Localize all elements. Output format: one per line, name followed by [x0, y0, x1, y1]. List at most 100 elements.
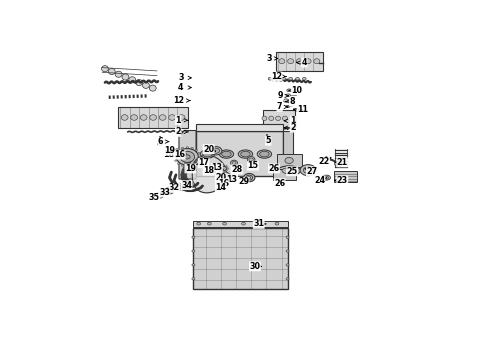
FancyBboxPatch shape [118, 107, 189, 128]
Text: 34: 34 [181, 181, 192, 190]
Text: 26: 26 [274, 179, 285, 188]
Text: 9: 9 [278, 91, 284, 100]
Ellipse shape [220, 172, 230, 179]
Ellipse shape [169, 115, 175, 120]
Text: 1: 1 [290, 116, 295, 125]
Ellipse shape [219, 150, 234, 158]
Ellipse shape [260, 151, 269, 157]
Ellipse shape [223, 174, 227, 177]
Text: 25: 25 [287, 167, 298, 176]
FancyBboxPatch shape [218, 182, 224, 187]
Ellipse shape [175, 150, 178, 152]
FancyBboxPatch shape [194, 228, 288, 288]
Ellipse shape [324, 176, 329, 179]
Ellipse shape [335, 161, 343, 167]
Ellipse shape [322, 175, 330, 180]
Text: 12: 12 [271, 72, 282, 81]
Ellipse shape [262, 116, 267, 121]
Text: 11: 11 [297, 105, 308, 114]
Ellipse shape [294, 108, 296, 110]
Ellipse shape [176, 149, 198, 165]
Ellipse shape [174, 159, 177, 161]
Polygon shape [192, 155, 226, 193]
Ellipse shape [122, 74, 129, 80]
Text: 20: 20 [215, 173, 226, 182]
Ellipse shape [285, 157, 294, 163]
Text: 16: 16 [174, 150, 185, 159]
Ellipse shape [249, 158, 253, 161]
Ellipse shape [149, 85, 156, 91]
Text: 6: 6 [158, 137, 164, 146]
Ellipse shape [199, 156, 201, 158]
Ellipse shape [287, 89, 292, 92]
Ellipse shape [178, 115, 185, 120]
Text: 32: 32 [169, 183, 180, 192]
Ellipse shape [167, 189, 172, 193]
Ellipse shape [192, 264, 195, 266]
Ellipse shape [286, 105, 290, 108]
Ellipse shape [222, 165, 224, 166]
Ellipse shape [192, 236, 195, 238]
Ellipse shape [282, 77, 286, 80]
Text: 26: 26 [269, 164, 279, 173]
Text: 13: 13 [212, 163, 222, 172]
Ellipse shape [165, 187, 173, 194]
Ellipse shape [288, 59, 294, 64]
Ellipse shape [244, 174, 255, 182]
Ellipse shape [140, 115, 147, 120]
Ellipse shape [295, 77, 299, 80]
Ellipse shape [225, 166, 227, 167]
Ellipse shape [173, 156, 176, 158]
Ellipse shape [177, 149, 180, 151]
Ellipse shape [241, 151, 250, 157]
FancyBboxPatch shape [277, 153, 302, 167]
Ellipse shape [279, 59, 285, 64]
Ellipse shape [195, 163, 197, 165]
Ellipse shape [227, 168, 228, 169]
Text: 35: 35 [149, 193, 160, 202]
FancyBboxPatch shape [263, 110, 295, 127]
Ellipse shape [282, 168, 296, 174]
Text: 14: 14 [215, 183, 226, 192]
Ellipse shape [300, 165, 316, 176]
Ellipse shape [257, 150, 271, 158]
Ellipse shape [101, 66, 108, 72]
FancyBboxPatch shape [194, 221, 288, 227]
Ellipse shape [198, 159, 200, 161]
Ellipse shape [220, 166, 226, 171]
Text: 2: 2 [290, 123, 295, 132]
Text: 4: 4 [301, 58, 307, 67]
Text: 27: 27 [306, 167, 318, 176]
Ellipse shape [246, 175, 253, 180]
Ellipse shape [220, 170, 221, 171]
Text: 4: 4 [178, 83, 184, 92]
Ellipse shape [222, 171, 224, 172]
Text: 29: 29 [238, 177, 249, 186]
Text: 17: 17 [198, 158, 209, 167]
Ellipse shape [195, 149, 197, 151]
Ellipse shape [286, 236, 289, 238]
Text: 30: 30 [249, 262, 260, 271]
Text: 10: 10 [291, 86, 302, 95]
Text: 19: 19 [164, 146, 175, 155]
Ellipse shape [303, 167, 313, 174]
Ellipse shape [190, 183, 193, 185]
Text: 16: 16 [218, 179, 229, 188]
Ellipse shape [266, 141, 270, 143]
Ellipse shape [131, 115, 138, 120]
Ellipse shape [275, 222, 279, 225]
Ellipse shape [192, 250, 195, 252]
Ellipse shape [231, 160, 238, 166]
Ellipse shape [203, 151, 212, 157]
Ellipse shape [180, 152, 187, 157]
Text: 5: 5 [266, 136, 271, 145]
Ellipse shape [296, 59, 302, 64]
Text: 13: 13 [227, 175, 238, 184]
Ellipse shape [278, 166, 300, 176]
Ellipse shape [181, 147, 184, 149]
Text: 31: 31 [253, 220, 264, 229]
Ellipse shape [184, 155, 190, 159]
Text: 33: 33 [159, 188, 170, 197]
Text: 22: 22 [318, 157, 330, 166]
Text: 19: 19 [185, 164, 196, 173]
